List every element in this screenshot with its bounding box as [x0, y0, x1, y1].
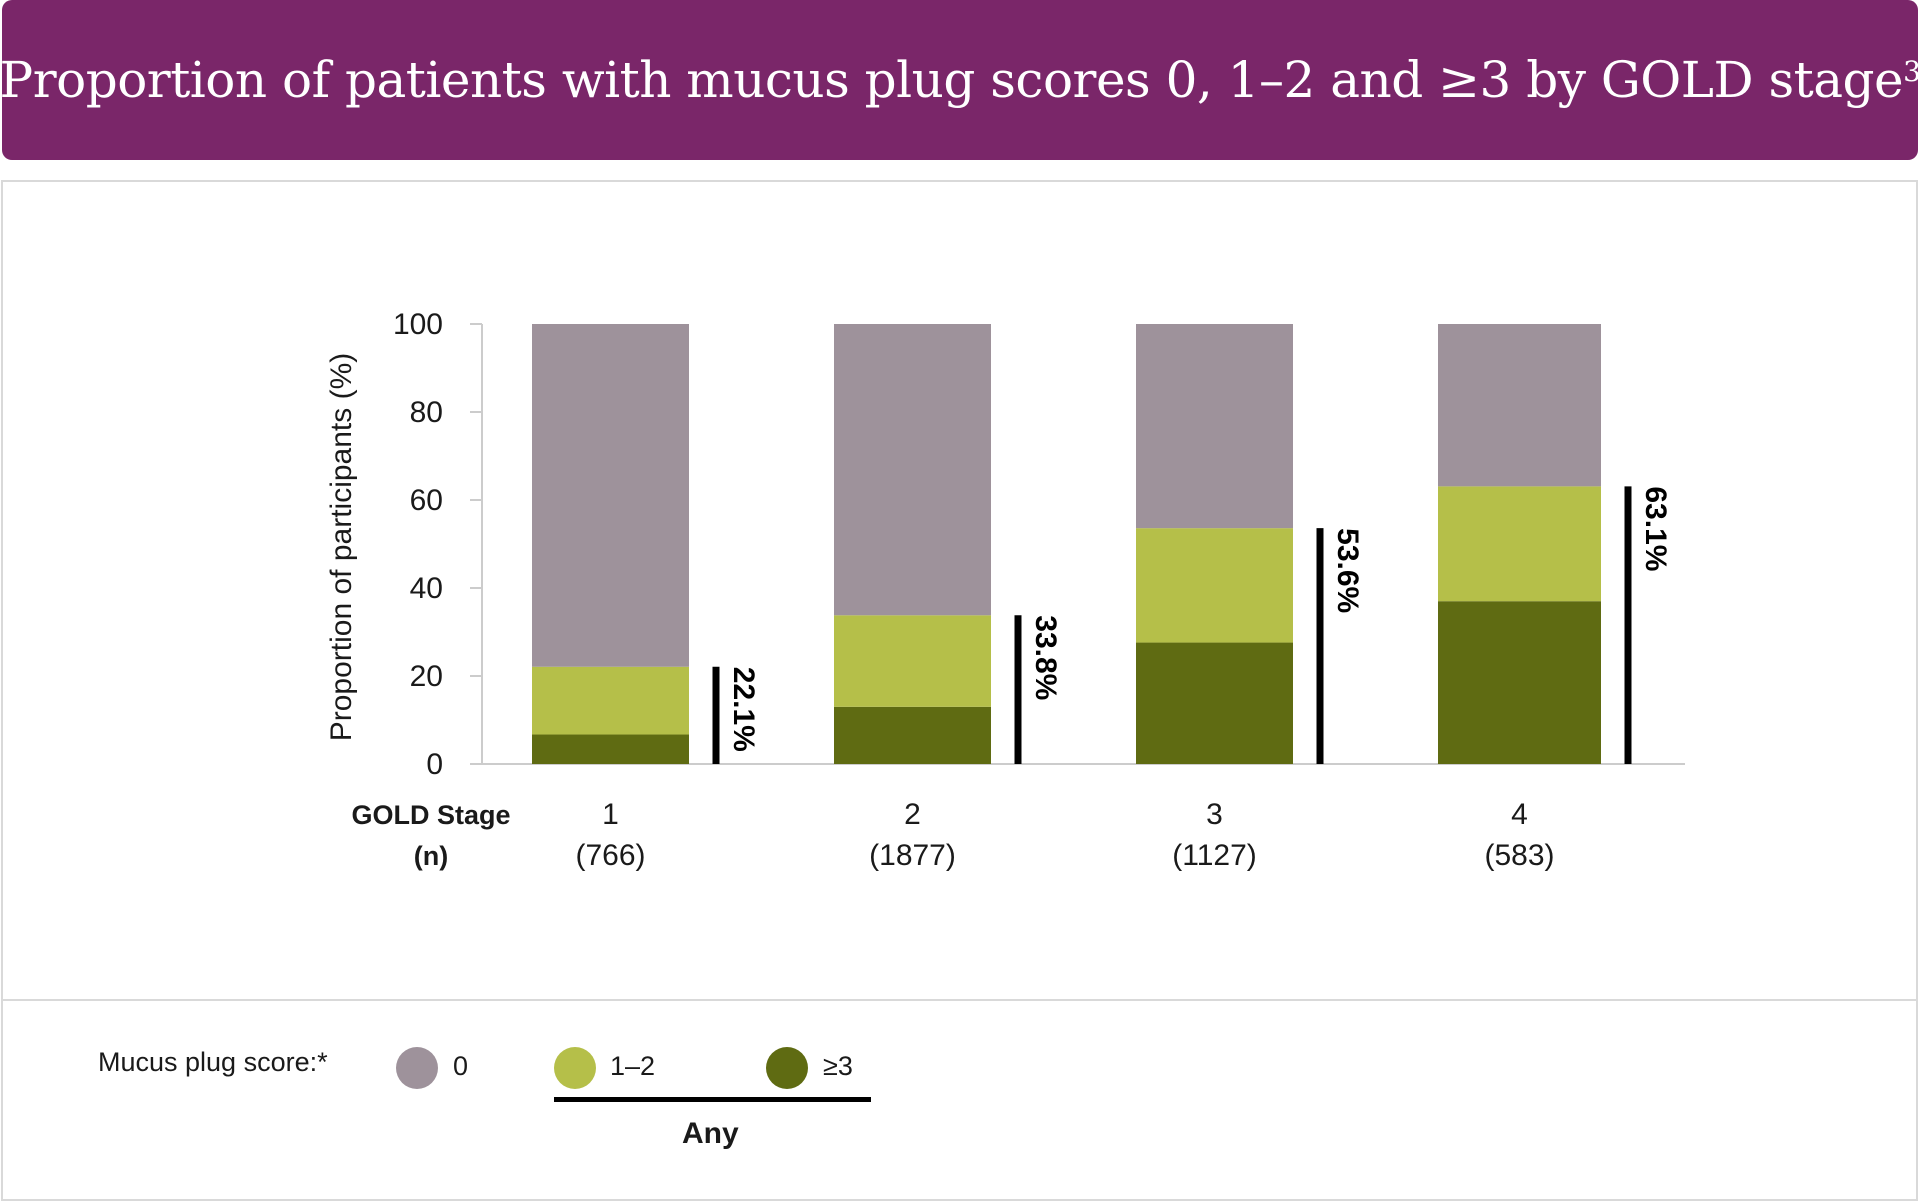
- y-tick-label-3: 60: [410, 484, 443, 517]
- bar-stage-1-series-0: [532, 734, 689, 764]
- bar-stage-4-series-2: [1438, 324, 1601, 487]
- any-group-underline: [554, 1097, 871, 1102]
- legend-title: Mucus plug score:*: [98, 1047, 328, 1077]
- y-tick-label-0: 0: [426, 748, 443, 781]
- legend-item-1-2-label: 1–2: [610, 1051, 656, 1081]
- bar-stage-4-series-0: [1438, 601, 1601, 764]
- legend-swatch-3plus: [766, 1047, 808, 1089]
- y-tick-label-5: 100: [393, 308, 443, 341]
- x-tick-label-1: 1: [602, 798, 619, 831]
- stacked-bar-chart: Proportion of participants (%) 0 20 40 60 80…: [325, 308, 1685, 872]
- any-value-label-2: 33.8%: [1029, 615, 1062, 700]
- bar-stage-3-series-0: [1136, 642, 1293, 764]
- n-value-label-2: (1877): [869, 839, 956, 872]
- title-superscript: 3: [1903, 55, 1920, 88]
- y-axis-ticks: 0 20 40 60 80 100: [393, 308, 482, 781]
- chart-title-text: Proportion of patients with mucus plug s…: [0, 51, 1904, 109]
- legend-panel: Mucus plug score:* 0 1–2 ≥3 Any: [1, 999, 1918, 1201]
- legend-swatch-0: [396, 1047, 438, 1089]
- x-tick-label-2: 2: [904, 798, 921, 831]
- n-value-label-4: (583): [1484, 839, 1554, 872]
- n-value-label-3: (1127): [1172, 839, 1257, 872]
- header-banner: Proportion of patients with mucus plug s…: [0, 0, 1920, 160]
- bar-stage-2-series-2: [834, 324, 991, 616]
- y-tick-label-2: 40: [410, 572, 443, 605]
- any-value-label-4: 63.1%: [1639, 486, 1672, 571]
- y-axis-label-group: Proportion of participants (%): [325, 353, 358, 742]
- bars-group: [532, 324, 1601, 764]
- legend-item-0-label: 0: [453, 1051, 469, 1081]
- bar-stage-2-series-1: [834, 615, 991, 707]
- bar-stage-1-series-2: [532, 324, 689, 667]
- chart-panel: Proportion of participants (%) 0 20 40 60 80…: [1, 180, 1918, 999]
- n-row-label: (n): [414, 841, 448, 871]
- x-tick-label-4: 4: [1511, 798, 1528, 831]
- x-row-label: GOLD Stage: [351, 800, 510, 830]
- y-axis-label: Proportion of participants (%): [325, 353, 358, 742]
- legend-item-3plus-label: ≥3: [823, 1051, 853, 1081]
- any-value-label-1: 22.1%: [727, 667, 760, 752]
- bar-stage-3-series-1: [1136, 528, 1293, 643]
- x-axis-labels: 1 (766) 2 (1877) 3 (1127) 4 (583): [575, 798, 1554, 872]
- legend-swatch-1-2: [554, 1047, 596, 1089]
- any-group-label: Any: [682, 1117, 739, 1150]
- bar-stage-2-series-0: [834, 706, 991, 764]
- y-tick-label-1: 20: [410, 660, 443, 693]
- any-value-label-3: 53.6%: [1331, 528, 1364, 613]
- n-value-label-1: (766): [575, 839, 645, 872]
- bar-stage-4-series-1: [1438, 486, 1601, 602]
- chart-title: Proportion of patients with mucus plug s…: [0, 51, 1920, 109]
- y-tick-label-4: 80: [410, 396, 443, 429]
- x-tick-label-3: 3: [1206, 798, 1223, 831]
- bar-stage-1-series-1: [532, 666, 689, 735]
- any-brackets-group: 22.1% 33.8% 53.6% 63.1%: [712, 486, 1672, 764]
- bar-stage-3-series-2: [1136, 324, 1293, 529]
